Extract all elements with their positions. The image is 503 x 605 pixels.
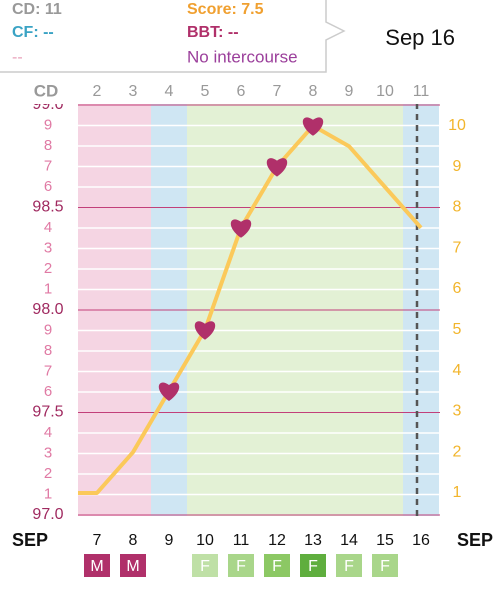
tooltip-score: Score: 7.5: [187, 1, 264, 18]
x-tick-label: 7: [93, 532, 102, 549]
x-tick-label: 10: [196, 532, 214, 549]
intercourse-heart: [266, 158, 288, 177]
cd-label: 3: [129, 83, 138, 100]
y2-tick-label: 7: [453, 239, 462, 256]
cd-label: 5: [201, 83, 210, 100]
day-marker-label: F: [272, 558, 282, 575]
day-marker-label: F: [200, 558, 210, 575]
plot-area: [78, 104, 440, 516]
y2-tick-label: 6: [453, 280, 462, 297]
header: CD: 11 Score: 7.5 CF: -- BBT: -- -- No i…: [0, 0, 493, 577]
month-left: SEP: [12, 530, 48, 550]
y-tick-label: 98.5: [32, 199, 63, 216]
y-tick-label: 9: [44, 321, 52, 338]
x-tick-label: 12: [268, 532, 286, 549]
x-tick-label: 14: [340, 532, 358, 549]
y-tick-label: 1: [44, 485, 52, 502]
day-marker: [192, 554, 218, 577]
y2-tick-label: 8: [453, 199, 462, 216]
day-marker-label: F: [308, 558, 318, 575]
y-tick-label: 2: [44, 465, 52, 482]
y-tick-label: 7: [44, 362, 52, 379]
y-tick-label: 6: [44, 178, 52, 195]
axes: 97.0123497.5678998.0123498.5678999.01234…: [32, 96, 466, 523]
day-marker-label: F: [380, 558, 390, 575]
cd-label: CD: [34, 81, 59, 100]
day-marker: [264, 554, 290, 577]
y2-tick-label: 10: [448, 117, 466, 134]
y-tick-label: 7: [44, 157, 52, 174]
day-marker-label: F: [236, 558, 246, 575]
y-tick-label: 9: [44, 116, 52, 133]
y2-tick-label: 1: [453, 484, 462, 501]
day-marker: [228, 554, 254, 577]
month-right: SEP: [457, 530, 493, 550]
y-tick-label: 3: [44, 444, 52, 461]
day-marker: [300, 554, 326, 577]
y2-tick-label: 4: [453, 362, 462, 379]
y-tick-label: 3: [44, 239, 52, 256]
day-marker: [120, 554, 146, 577]
y-tick-label: 97.0: [32, 506, 63, 523]
y2-tick-label: 9: [453, 158, 462, 175]
y-tick-label: 2: [44, 260, 52, 277]
intercourse-heart: [158, 382, 180, 401]
x-tick-label: 8: [129, 532, 138, 549]
cd-band: [0, 72, 503, 104]
cd-label: 6: [237, 83, 246, 100]
y-tick-label: 98.0: [32, 301, 63, 318]
y-tick-label: 1: [44, 280, 52, 297]
tooltip-cd: CD: 11: [12, 1, 62, 18]
cd-label: 7: [273, 83, 282, 100]
intercourse-heart: [194, 321, 216, 340]
day-marker-label: M: [90, 558, 103, 575]
selected-date: Sep 16: [385, 25, 455, 50]
x-tick-label: 11: [233, 532, 250, 549]
y-tick-label: 6: [44, 383, 52, 400]
y-tick-label: 4: [44, 219, 52, 236]
cd-label: 11: [413, 83, 430, 100]
day-marker: [84, 554, 110, 577]
y2-tick-label: 2: [453, 443, 462, 460]
y-tick-label: 8: [44, 342, 52, 359]
y2-tick-label: 5: [453, 321, 462, 338]
tooltip-bbt: BBT: --: [187, 24, 239, 41]
x-tick-label: 15: [376, 532, 394, 549]
intercourse-heart: [302, 117, 324, 136]
intercourse-heart: [230, 219, 252, 238]
tooltip-mucus: --: [12, 49, 23, 66]
y-tick-label: 97.5: [32, 404, 63, 421]
cd-label: 9: [345, 83, 354, 100]
cd-label: 8: [309, 83, 318, 100]
cd-label: 2: [93, 83, 102, 100]
cd-label: 10: [376, 83, 394, 100]
y2-tick-label: 3: [453, 403, 462, 420]
day-marker-label: F: [344, 558, 354, 575]
day-marker: [336, 554, 362, 577]
cd-label: 4: [165, 83, 174, 100]
tooltip-box: [0, 0, 346, 73]
day-marker: [372, 554, 398, 577]
y-tick-label: 8: [44, 137, 52, 154]
x-tick-label: 9: [165, 532, 174, 549]
x-tick-label: 16: [412, 532, 430, 549]
tooltip-intercourse: No intercourse: [187, 47, 298, 66]
x-tick-label: 13: [304, 532, 322, 549]
day-marker-label: M: [126, 558, 139, 575]
tooltip-cf: CF: --: [12, 24, 54, 41]
y-tick-label: 4: [44, 424, 52, 441]
